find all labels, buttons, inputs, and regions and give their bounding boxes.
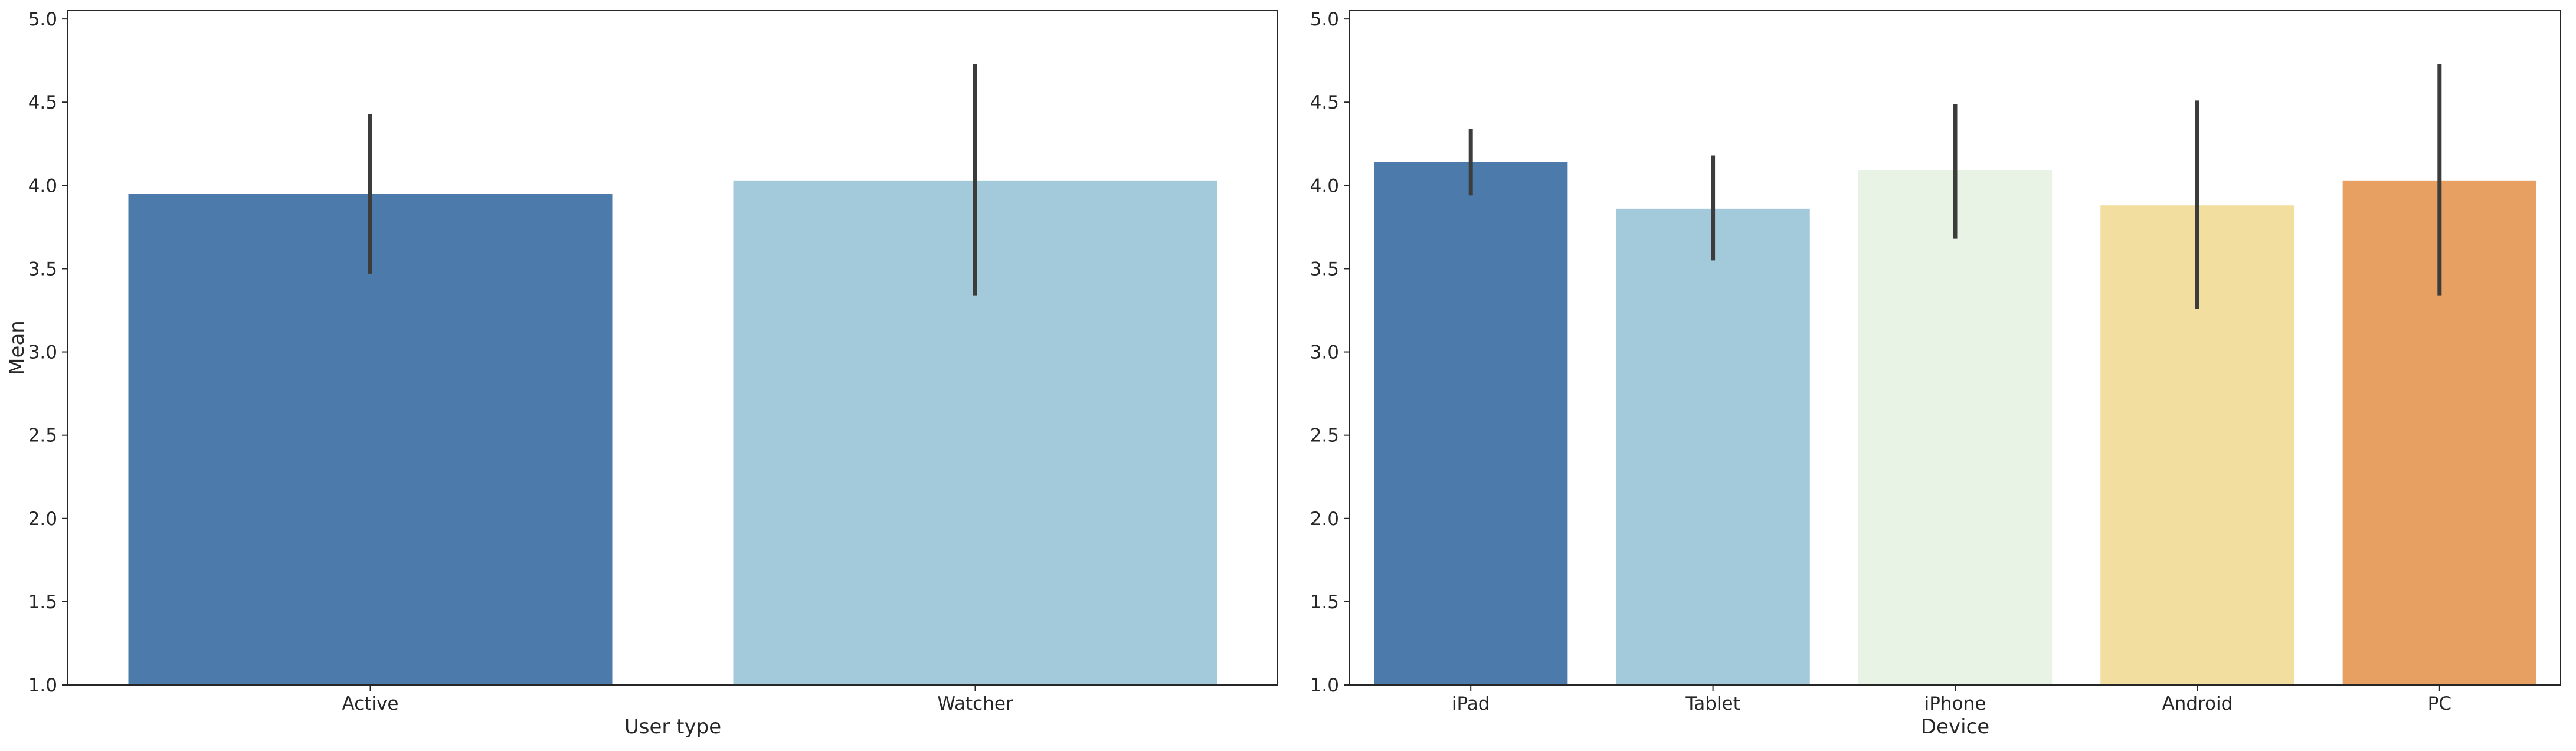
- x-tick-label-watcher: Watcher: [937, 693, 1013, 714]
- y-tick-label: 3.5: [28, 258, 57, 280]
- y-tick-label: 4.0: [1310, 175, 1339, 196]
- y-tick-label: 2.5: [1310, 425, 1339, 447]
- y-tick-label: 2.0: [28, 509, 57, 530]
- y-tick-label: 3.0: [1310, 342, 1339, 363]
- bar-ipad: [1374, 162, 1568, 685]
- y-tick-label: 1.5: [1310, 592, 1339, 613]
- y-tick-label: 1.0: [28, 675, 57, 696]
- y-tick-label: 5.0: [28, 9, 57, 30]
- y-tick-label: 1.0: [1310, 675, 1339, 696]
- x-tick-label-active: Active: [342, 693, 399, 714]
- y-tick-label: 2.5: [28, 425, 57, 447]
- plot-frame: [67, 10, 1278, 686]
- y-axis-label: Mean: [5, 320, 29, 375]
- y-tick-label: 4.0: [28, 175, 57, 196]
- y-tick-label: 3.0: [28, 342, 57, 363]
- x-axis-label: User type: [624, 715, 721, 739]
- x-tick-label-iphone: iPhone: [1924, 693, 1986, 714]
- y-tick-label: 4.5: [28, 92, 57, 113]
- y-tick-label: 2.0: [1310, 509, 1339, 530]
- x-tick-label-android: Android: [2162, 693, 2233, 714]
- subplot-2: 1.0 1.5 2.0 2.5 3.0 3.5 4.0 4.5 5.0 iPad Tablet iPh…: [1310, 9, 2561, 739]
- x-tick-label-tablet: Tablet: [1685, 693, 1740, 714]
- bar-tablet: [1616, 208, 1810, 685]
- x-tick-label-ipad: iPad: [1452, 693, 1490, 714]
- bar-active: [128, 194, 613, 685]
- bar-iphone: [1858, 170, 2053, 685]
- x-axis-label: Device: [1921, 715, 1989, 739]
- x-tick-label-pc: PC: [2428, 693, 2451, 714]
- y-tick-label: 3.5: [1310, 258, 1339, 280]
- subplot-1: 1.0 1.5 2.0 2.5 3.0 3.5 4.0 4.5 5.0 Active Watcher…: [5, 9, 1278, 739]
- y-tick-label: 5.0: [1310, 9, 1339, 30]
- y-tick-label: 4.5: [1310, 92, 1339, 113]
- y-tick-label: 1.5: [28, 592, 57, 613]
